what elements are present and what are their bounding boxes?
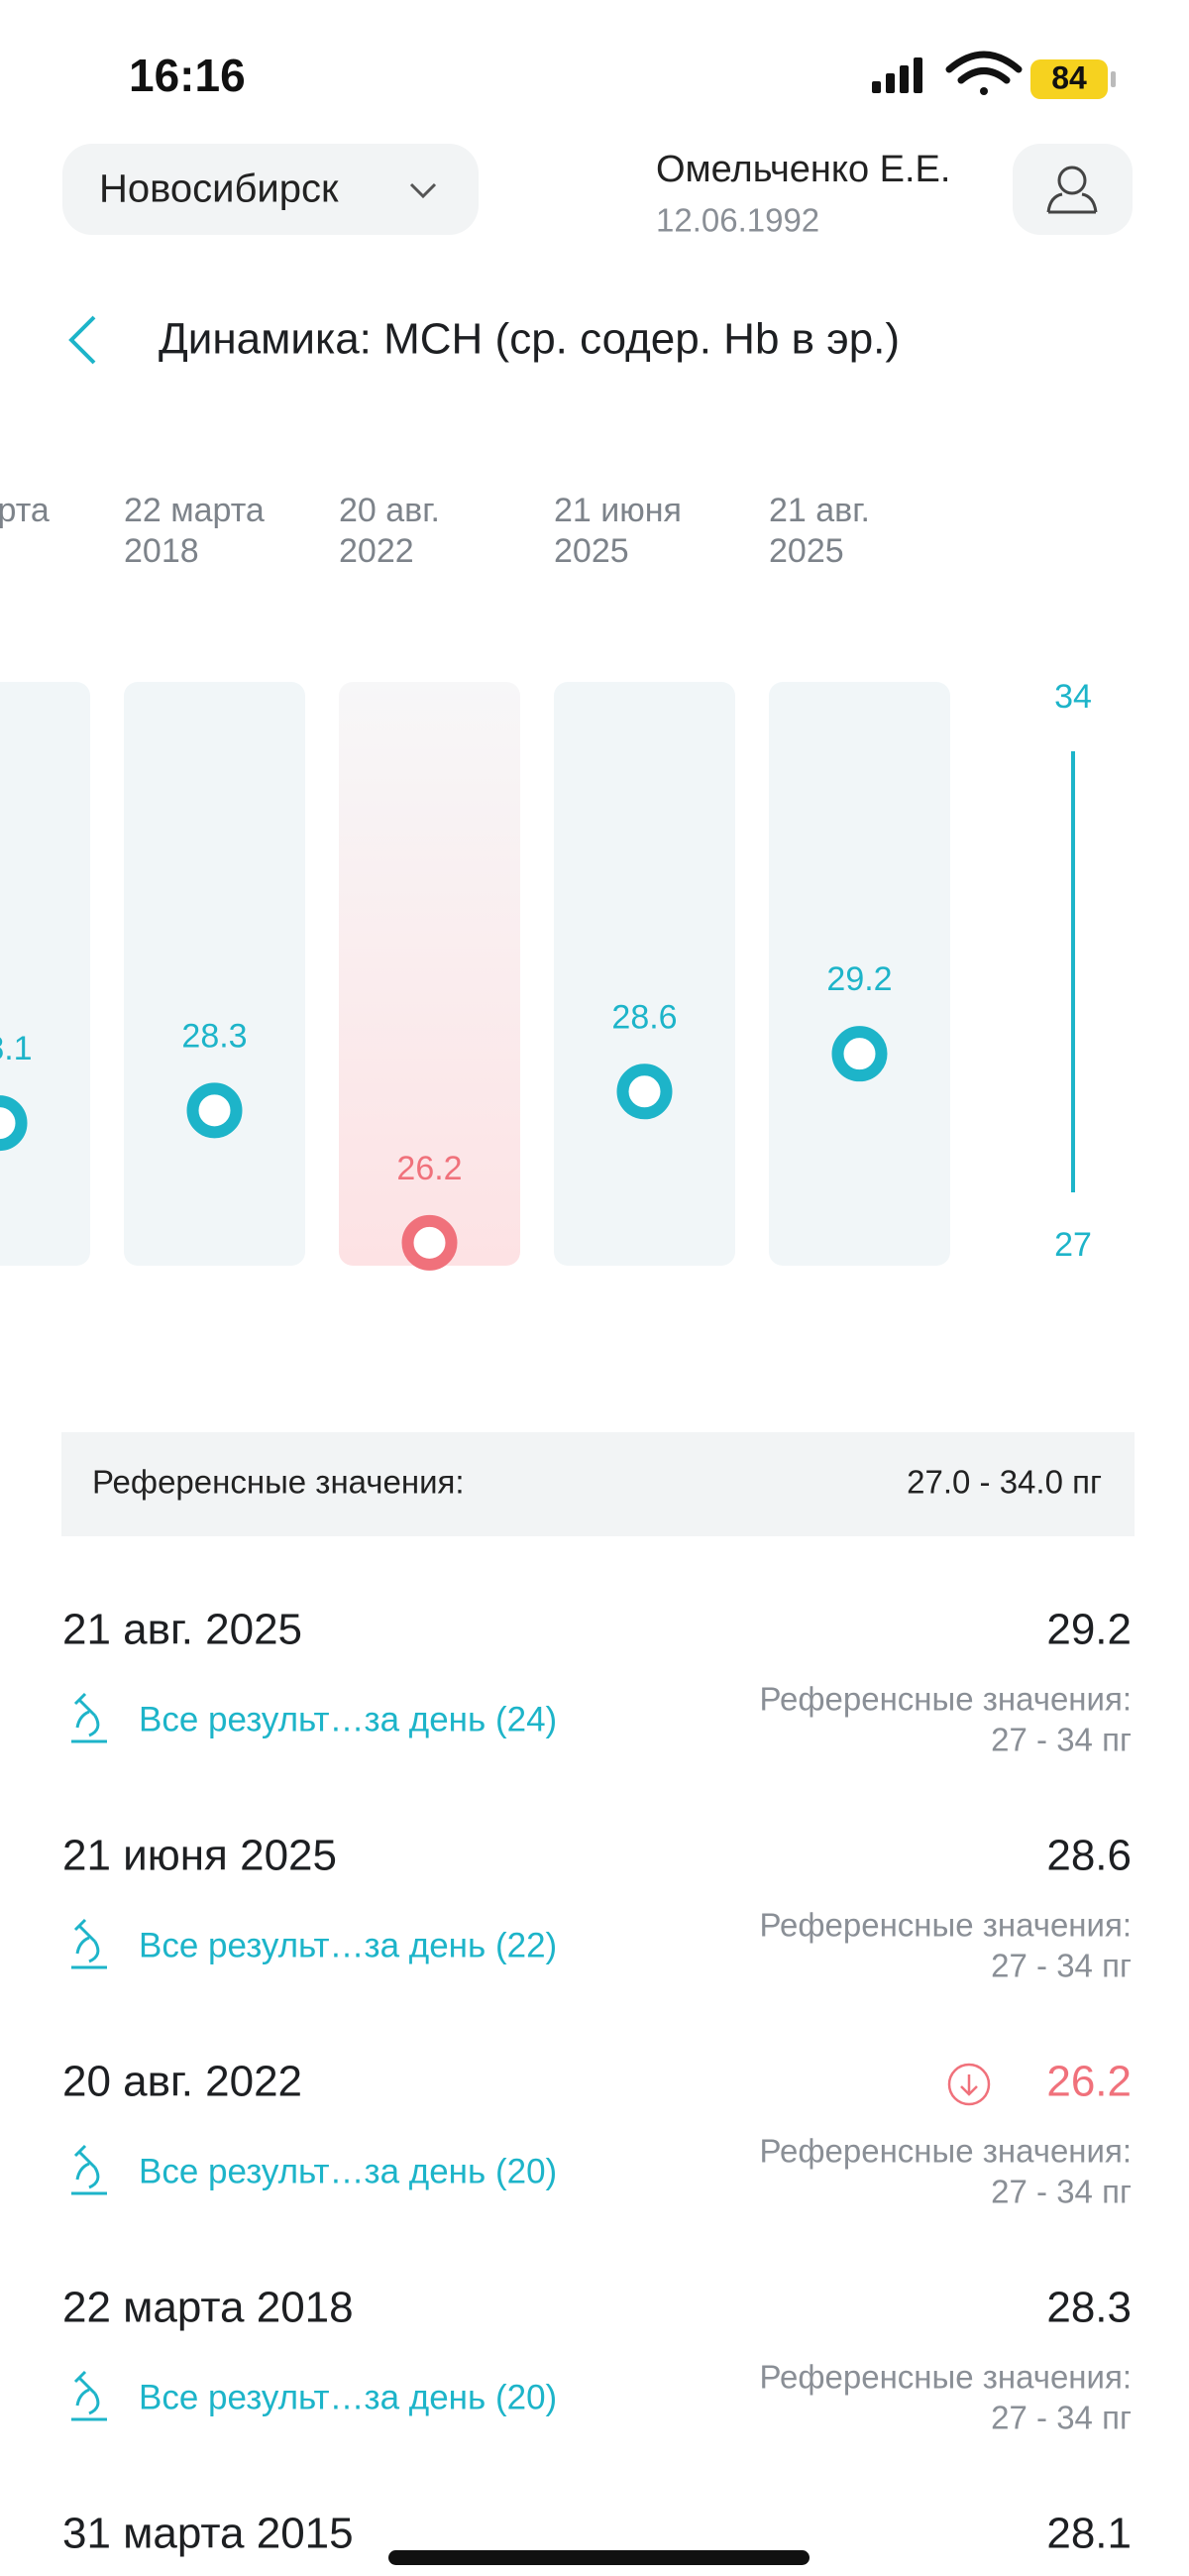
result-item: 22 марта 2018 28.3 Все результ…за день (20…	[62, 2284, 1132, 2436]
column-date: 31 марта	[0, 492, 50, 529]
dot	[616, 1064, 673, 1120]
result-date: 20 авг. 2022	[62, 2058, 302, 2106]
reference-label: Референсные значения:	[92, 1464, 465, 1501]
page-title: Динамика: МСН (ср. содер. Hb в эр.)	[159, 315, 900, 364]
value-label: 28.3	[181, 1017, 247, 1055]
column	[0, 682, 90, 1266]
column-date: 2025	[554, 532, 629, 570]
microscope-icon	[71, 2370, 107, 2421]
value-label: 26.2	[396, 1150, 462, 1187]
column-date: 21 авг.	[769, 492, 870, 529]
microscope-icon	[71, 2144, 107, 2195]
chevron	[409, 182, 437, 199]
microscope-icon	[71, 1918, 107, 1969]
scale-label: 27	[1054, 1226, 1092, 1264]
result-value: 29.2	[1046, 1606, 1132, 1654]
microscope-icon	[71, 1692, 107, 1743]
back-button[interactable]	[68, 315, 96, 365]
dot	[401, 1214, 458, 1271]
result-reference-value: 27 - 34 пг	[991, 1948, 1132, 1984]
value-label: 29.2	[826, 960, 892, 998]
results-list: 21 авг. 2025 29.2 Все результ…за день (24)…	[62, 1606, 1132, 2558]
dot	[0, 1095, 28, 1152]
column-date: 2018	[124, 532, 199, 570]
dot	[831, 1026, 888, 1082]
result-reference-value: 27 - 34 пг	[991, 2400, 1132, 2436]
column	[554, 682, 735, 1266]
column-date: 2022	[339, 532, 414, 570]
column-date: 2025	[769, 532, 844, 570]
column	[124, 682, 305, 1266]
column	[339, 682, 520, 1266]
signal-icon	[872, 57, 922, 93]
result-date: 31 марта 2015	[62, 2510, 354, 2558]
time: 16:16	[129, 50, 246, 101]
value-label: 28.6	[611, 998, 677, 1036]
result-reference-label: Референсные значения:	[759, 1907, 1132, 1944]
birth-date: 12.06.1992	[656, 202, 819, 239]
result-date: 21 авг. 2025	[62, 1606, 302, 1654]
city: Новосибирск	[99, 168, 339, 211]
result-value: 28.1	[1046, 2510, 1132, 2558]
results-link[interactable]: Все результ…за день (22)	[139, 1926, 557, 1964]
wifi-icon	[945, 51, 1023, 95]
result-item: 20 авг. 2022 26.2 Все результ…за день (20)…	[62, 2058, 1132, 2210]
results-link[interactable]: Все результ…за день (20)	[139, 2152, 557, 2190]
city-selector[interactable]	[62, 144, 479, 235]
result-date: 21 июня 2025	[62, 1832, 337, 1880]
result-reference-value: 27 - 34 пг	[991, 1722, 1132, 1758]
profile-icon	[1046, 166, 1098, 214]
battery-level: 84	[1051, 59, 1087, 95]
column-date: 21 июня	[554, 492, 682, 529]
home-indicator	[388, 2550, 810, 2565]
result-item: 21 авг. 2025 29.2 Все результ…за день (24)…	[62, 1606, 1132, 1758]
column	[769, 682, 950, 1266]
battery	[1030, 59, 1108, 99]
result-value: 26.2	[1046, 2058, 1132, 2106]
result-date: 22 марта 2018	[62, 2284, 354, 2332]
result-reference-label: Референсные значения:	[759, 1681, 1132, 1718]
results-link[interactable]: Все результ…за день (20)	[139, 2378, 557, 2416]
battery-tip	[1111, 71, 1116, 87]
alert-icon	[947, 2063, 991, 2106]
column-date: 22 марта	[124, 492, 265, 529]
alert-arrow	[960, 2074, 978, 2096]
result-item: 21 июня 2025 28.6 Все результ…за день (22)…	[62, 1832, 1132, 1984]
result-value: 28.6	[1046, 1832, 1132, 1880]
patient-name: Омельченко Е.Е.	[656, 149, 950, 190]
result-reference-label: Референсные значения:	[759, 2133, 1132, 2170]
reference-panel	[61, 1432, 1135, 1536]
result-reference-value: 27 - 34 пг	[991, 2174, 1132, 2210]
reference-value: 27.0 - 34.0 пг	[907, 1464, 1102, 1501]
result-item: 31 марта 2015 28.1	[62, 2510, 1132, 2558]
column-date: 20 авг.	[339, 492, 440, 529]
result-reference-label: Референсные значения:	[759, 2359, 1132, 2396]
result-value: 28.3	[1046, 2284, 1132, 2332]
results-link[interactable]: Все результ…за день (24)	[139, 1700, 557, 1738]
scale-label: 34	[1054, 678, 1092, 716]
profile-button[interactable]	[1013, 144, 1133, 235]
value-label: 28.1	[0, 1030, 33, 1067]
dot	[186, 1082, 243, 1139]
